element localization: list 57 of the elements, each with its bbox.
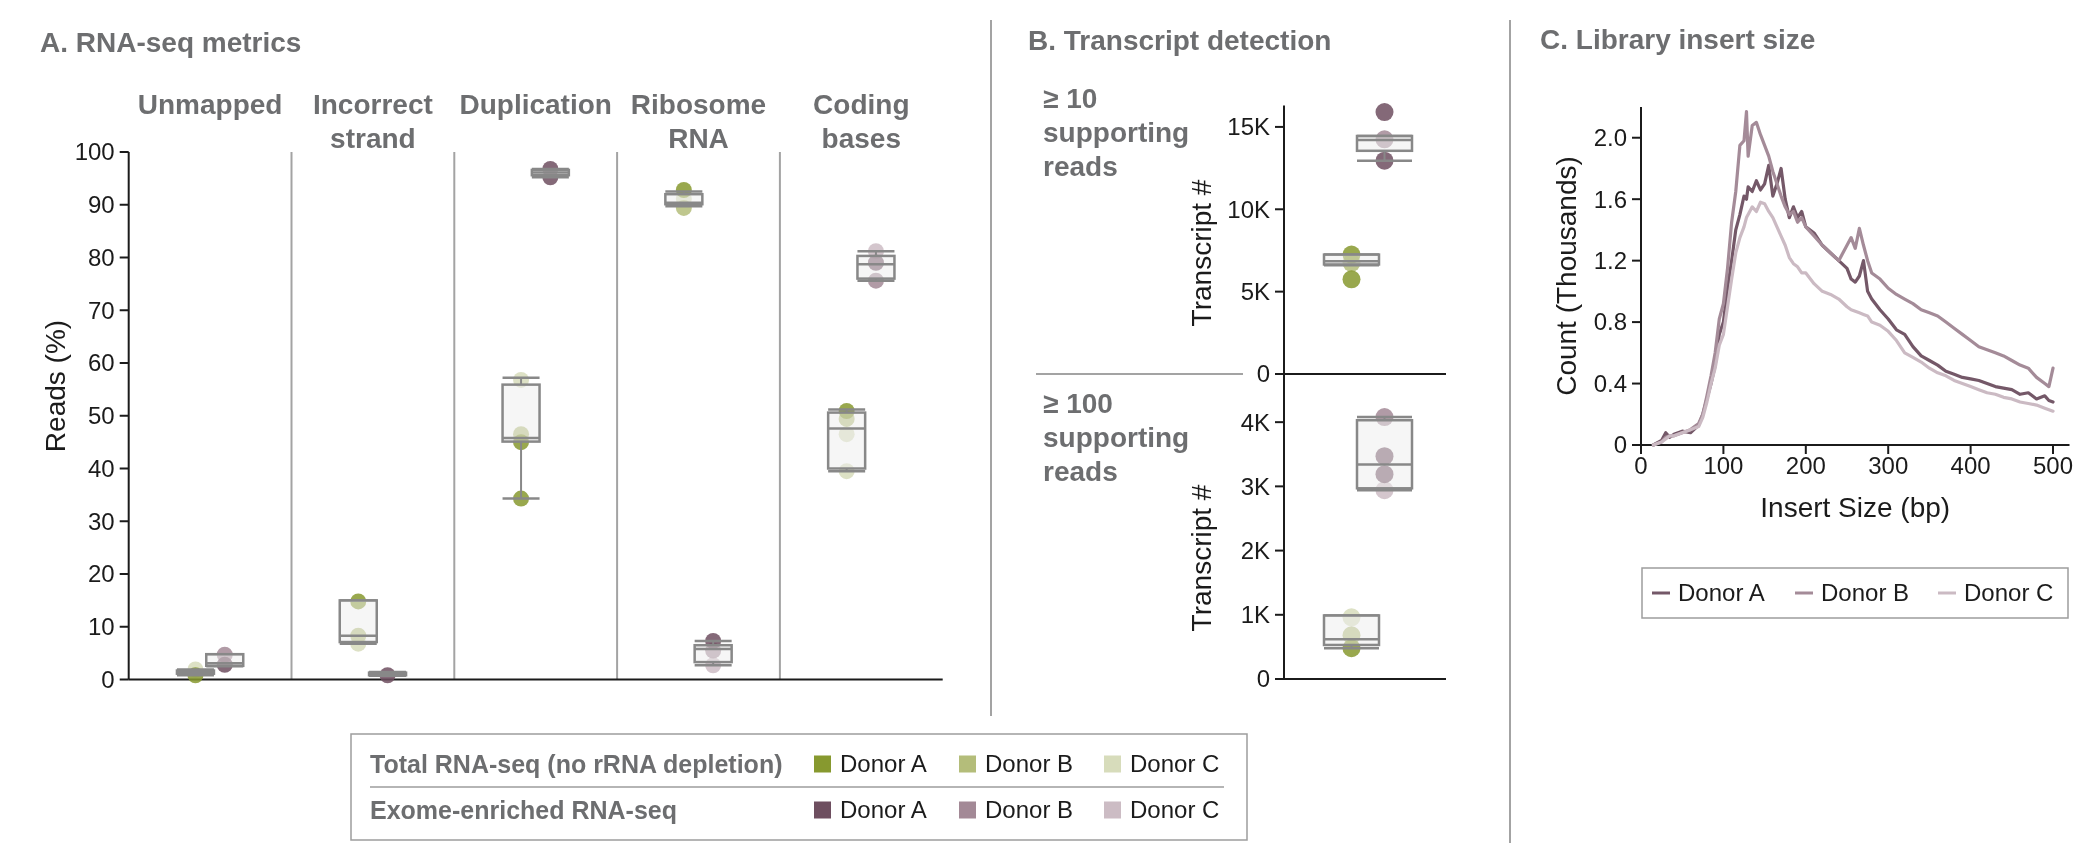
y-tick-label: 1.2 <box>1593 247 1627 275</box>
y-tick-label: 10K <box>1227 195 1270 223</box>
legend-label: Donor A <box>840 796 927 824</box>
y-tick-label: 1.6 <box>1593 185 1627 213</box>
chart-title: A. RNA-seq metrics <box>40 27 302 58</box>
x-axis-title: Insert Size (bp) <box>1760 492 1951 523</box>
y-tick-label: 90 <box>88 191 115 219</box>
y-tick-label: 80 <box>88 243 115 271</box>
y-tick-label: 30 <box>88 507 115 535</box>
y-tick-label: 0 <box>101 665 115 693</box>
y-tick-label: 0.8 <box>1593 308 1627 336</box>
y-tick-label: 2K <box>1240 536 1270 564</box>
legend-label: Donor A <box>1678 579 1765 607</box>
x-tick-label: 200 <box>1785 452 1826 480</box>
y-axis-title: Transcript # <box>1185 484 1217 632</box>
y-tick-label: 1K <box>1240 601 1270 629</box>
legend-label: Donor B <box>985 796 1074 824</box>
chart-subtitle: ≥ 10 supporting reads <box>1043 83 1190 182</box>
y-tick-label: 70 <box>88 296 115 324</box>
y-tick-label: 5K <box>1240 278 1270 306</box>
x-tick-label: Unmapped <box>137 89 283 120</box>
text: Total RNA-seq (no rRNA depletion) <box>370 749 783 778</box>
y-axis-title: Count (Thousands) <box>1550 156 1582 396</box>
y-tick-label: 0 <box>1256 360 1270 388</box>
x-tick-label: 400 <box>1950 452 1991 480</box>
x-tick-label: Coding bases <box>813 89 910 154</box>
x-tick-label: 100 <box>1703 452 1744 480</box>
x-tick-label: 0 <box>1634 452 1648 480</box>
legend-label: Donor B <box>1821 579 1910 607</box>
y-tick-label: 10 <box>88 613 115 641</box>
text: Exome-enriched RNA-seq <box>370 795 678 824</box>
x-tick-label: Ribosome RNA <box>630 89 767 154</box>
y-tick-label: 0.4 <box>1593 369 1627 397</box>
y-tick-label: 0 <box>1613 431 1627 459</box>
y-axis-title: Transcript # <box>1185 179 1217 327</box>
y-tick-label: 50 <box>88 402 115 430</box>
x-tick-label: Duplication <box>459 89 612 120</box>
y-tick-label: 2.0 <box>1593 124 1627 152</box>
legend-label: Donor C <box>1130 750 1220 778</box>
y-tick-label: 4K <box>1240 408 1270 436</box>
legend-label: Donor A <box>840 750 927 778</box>
legend-label: Donor C <box>1964 579 2054 607</box>
y-tick-label: 20 <box>88 560 115 588</box>
y-tick-label: 3K <box>1240 472 1270 500</box>
text: ≥ 100 supporting reads <box>1043 388 1190 487</box>
legend-label: Donor B <box>985 750 1074 778</box>
chart-title: C. Library insert size <box>1540 24 1816 55</box>
x-tick-label: 500 <box>2033 452 2074 480</box>
y-tick-label: 15K <box>1227 113 1270 141</box>
y-tick-label: 0 <box>1256 665 1270 693</box>
y-axis-title: Reads (%) <box>39 319 71 453</box>
y-tick-label: 60 <box>88 349 115 377</box>
legend-label: Donor C <box>1130 796 1220 824</box>
x-tick-label: 300 <box>1868 452 1909 480</box>
y-tick-label: 40 <box>88 454 115 482</box>
chart-title: B. Transcript detection <box>1028 25 1332 56</box>
x-tick-label: Incorrect strand <box>312 89 433 154</box>
